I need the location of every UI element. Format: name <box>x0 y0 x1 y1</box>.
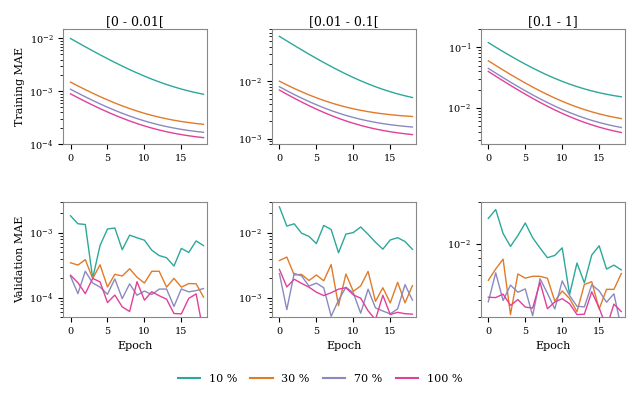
Y-axis label: Training MAE: Training MAE <box>15 47 25 126</box>
Y-axis label: Validation MAE: Validation MAE <box>15 216 25 303</box>
X-axis label: Epoch: Epoch <box>326 342 362 351</box>
X-axis label: Epoch: Epoch <box>118 342 153 351</box>
Legend: 10 %, 30 %, 70 %, 100 %: 10 %, 30 %, 70 %, 100 % <box>173 370 467 388</box>
Title: [0.1 - 1]: [0.1 - 1] <box>528 15 578 28</box>
Title: [0 - 0.01[: [0 - 0.01[ <box>106 15 164 28</box>
Title: [0.01 - 0.1[: [0.01 - 0.1[ <box>309 15 379 28</box>
X-axis label: Epoch: Epoch <box>535 342 571 351</box>
